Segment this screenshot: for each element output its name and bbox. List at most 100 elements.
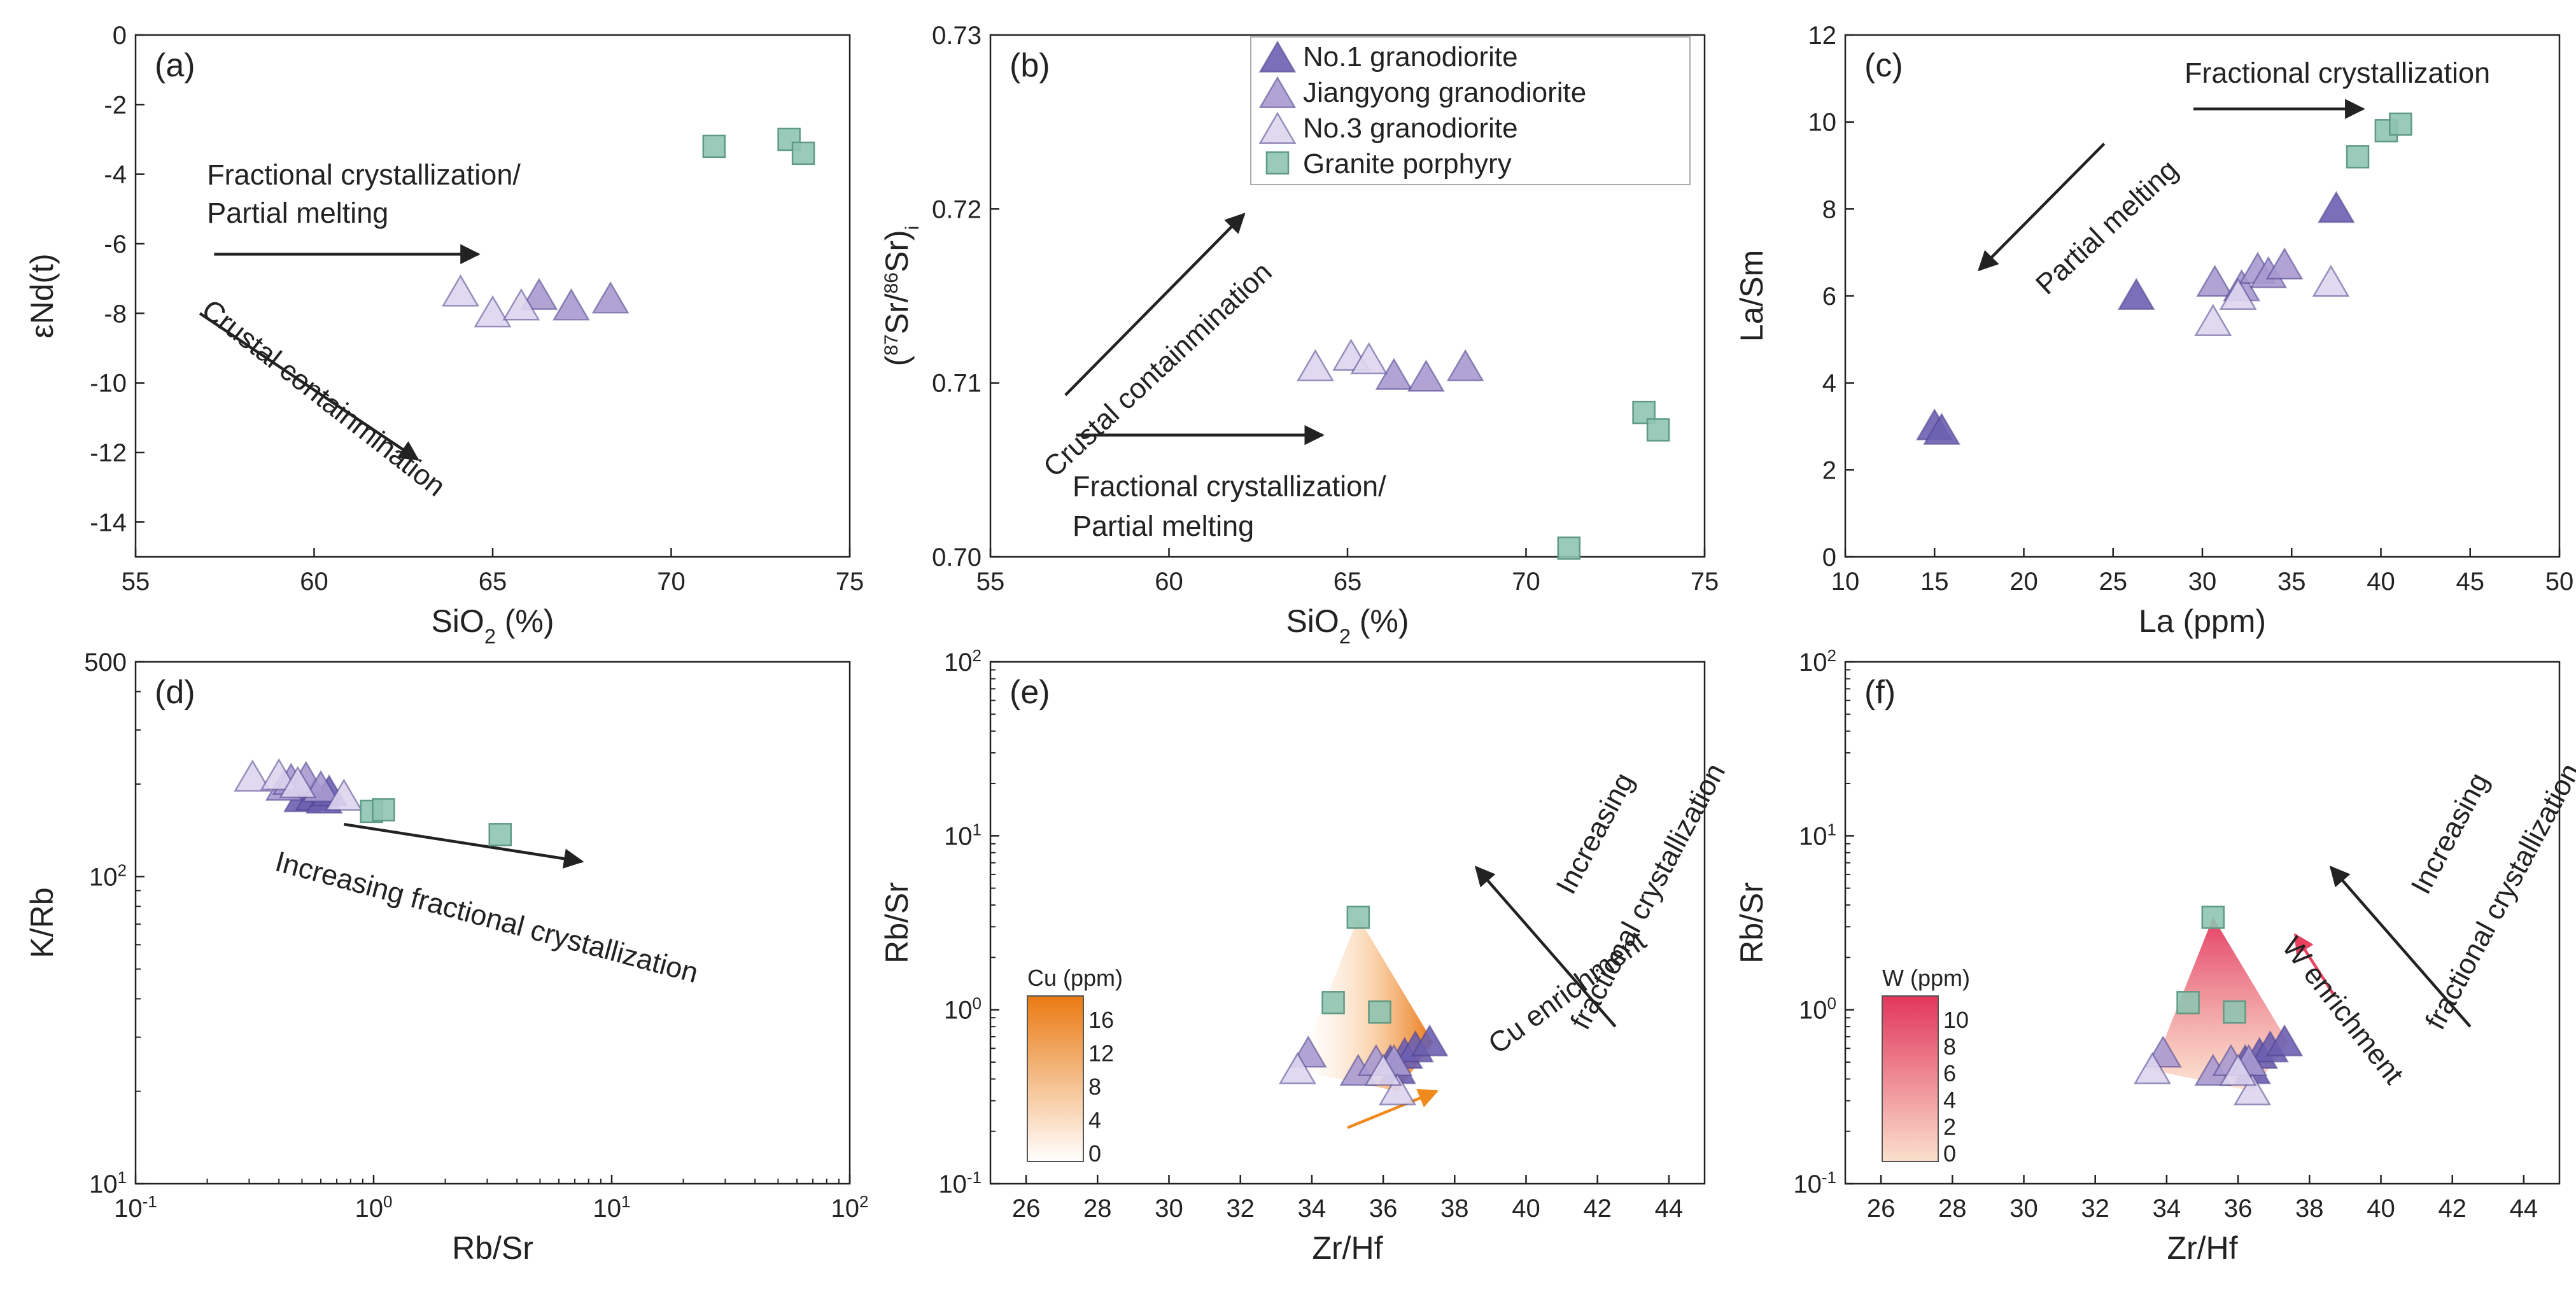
y-tick-label: -10 bbox=[90, 370, 127, 398]
x-tick-label: 40 bbox=[2367, 1195, 2395, 1223]
x-tick-label: 34 bbox=[1298, 1195, 1327, 1223]
annotation-text: Partial melting bbox=[2029, 153, 2184, 301]
y-tick-label: 10-1 bbox=[938, 1168, 982, 1198]
legend-marker-no3 bbox=[1258, 111, 1297, 144]
point-no1 bbox=[2317, 190, 2355, 223]
plot-frame bbox=[1844, 661, 2561, 1185]
y-tick-label: 4 bbox=[1822, 370, 1836, 398]
x-axis-label: Zr/Hf bbox=[2167, 1230, 2237, 1266]
y-tick-label: -6 bbox=[104, 230, 127, 258]
colorbar-tick: 16 bbox=[1088, 1007, 1114, 1033]
y-axis-label: Rb/Sr bbox=[879, 882, 915, 964]
point-no3 bbox=[325, 778, 363, 811]
annotation-text: Fractional crystallization/ bbox=[207, 158, 521, 191]
point-no3 bbox=[2234, 1073, 2272, 1105]
annotation-text: Increasing bbox=[2404, 768, 2495, 899]
colorbar-tick: 6 bbox=[1943, 1060, 1956, 1086]
legend: No.1 granodiorite Jiangyong granodiorite N… bbox=[1250, 36, 1691, 185]
legend-marker-jiangyong bbox=[1258, 76, 1297, 109]
y-tick-label: 0.70 bbox=[932, 543, 982, 571]
chart-panel-d: 10-1 100 101 102 101 102 500 Rb/Sr K/Rb (d) Increa… bbox=[24, 649, 868, 1266]
y-tick-label: -12 bbox=[90, 439, 127, 467]
annotation-text: Partial melting bbox=[1073, 510, 1254, 542]
y-tick-label: 100 bbox=[1799, 994, 1836, 1025]
point-no3 bbox=[474, 295, 512, 328]
annotation-text: Fractional crystallization bbox=[2185, 57, 2490, 89]
point-no3 bbox=[279, 766, 317, 799]
point-porphyry bbox=[488, 823, 512, 846]
colorbar-tick: 4 bbox=[1943, 1087, 1956, 1113]
x-tick-label: 10 bbox=[1831, 568, 1860, 596]
y-tick-label: 100 bbox=[944, 994, 982, 1025]
y-tick-label: 12 bbox=[1808, 22, 1837, 50]
x-tick-label: 40 bbox=[1512, 1195, 1540, 1223]
x-tick-label: 101 bbox=[593, 1192, 631, 1223]
point-no3 bbox=[1350, 342, 1388, 375]
x-tick-label: 25 bbox=[2099, 568, 2128, 596]
colorbar-tick: 0 bbox=[1943, 1140, 1956, 1167]
colorbar-title: Cu (ppm) bbox=[1027, 965, 1123, 991]
panel-label: (b) bbox=[1010, 47, 1050, 84]
colorbar-tick: 0 bbox=[1088, 1140, 1101, 1167]
x-tick-label: 42 bbox=[1583, 1195, 1612, 1223]
trend-arrow bbox=[1978, 143, 2106, 272]
y-tick-label: 0.73 bbox=[932, 22, 982, 50]
x-tick-label: 36 bbox=[1369, 1195, 1398, 1223]
trend-arrow bbox=[1064, 213, 1246, 396]
colorbar-tick: 10 bbox=[1943, 1007, 1969, 1033]
point-porphyry bbox=[2223, 1000, 2246, 1024]
point-jiangyong bbox=[591, 281, 630, 314]
x-tick-label: 26 bbox=[1867, 1195, 1896, 1223]
x-tick-label: 38 bbox=[1440, 1195, 1469, 1223]
point-jiangyong bbox=[520, 277, 558, 311]
point-no3 bbox=[1364, 1053, 1402, 1086]
y-tick-label: 0 bbox=[1822, 543, 1836, 571]
point-no3 bbox=[2219, 1053, 2257, 1086]
x-tick-label: 55 bbox=[976, 568, 1005, 596]
point-no3 bbox=[2194, 304, 2232, 337]
y-tick-label: 8 bbox=[1822, 195, 1836, 223]
y-axis-label: Rb/Sr bbox=[1734, 882, 1770, 964]
annotation-text: Crustal containmination bbox=[1037, 255, 1278, 483]
x-tick-label: 60 bbox=[300, 568, 328, 596]
annotation-text: Partial melting bbox=[207, 197, 388, 229]
point-porphyry bbox=[2389, 112, 2412, 136]
y-axis-label: (87Sr/86Sr)i bbox=[879, 226, 923, 367]
enrichment-arrow bbox=[1347, 1088, 1439, 1130]
point-no3 bbox=[1278, 1051, 1316, 1084]
x-tick-label: 75 bbox=[836, 568, 864, 596]
x-tick-label: 44 bbox=[1655, 1195, 1684, 1223]
trend-arrow bbox=[2329, 866, 2472, 1028]
point-jiangyong bbox=[2265, 247, 2304, 280]
panel-label: (d) bbox=[155, 674, 195, 711]
y-tick-label: -8 bbox=[104, 300, 127, 328]
x-tick-label: 35 bbox=[2277, 568, 2306, 596]
point-jiangyong bbox=[552, 288, 590, 321]
point-no3 bbox=[260, 758, 298, 790]
x-tick-label: 65 bbox=[1334, 568, 1362, 596]
annotation-text: Increasing fractional crystallization bbox=[272, 845, 701, 990]
trend-arrow bbox=[199, 312, 419, 461]
y-tick-label: 2 bbox=[1822, 456, 1836, 484]
colorbar bbox=[1027, 995, 1084, 1162]
point-porphyry bbox=[372, 798, 395, 822]
colorbar-tick: 8 bbox=[1943, 1034, 1956, 1060]
y-tick-label: 101 bbox=[944, 820, 982, 850]
legend-label-no1: No.1 granodiorite bbox=[1303, 41, 1518, 73]
panel-label: (c) bbox=[1864, 47, 1903, 84]
point-porphyry bbox=[1368, 1000, 1391, 1024]
colorbar-tick: 4 bbox=[1088, 1107, 1101, 1133]
x-tick-label: 20 bbox=[2009, 568, 2038, 596]
plot-frame bbox=[989, 661, 1706, 1185]
y-axis-label: K/Rb bbox=[24, 887, 60, 958]
legend-label-no3: No.3 granodiorite bbox=[1303, 113, 1518, 144]
legend-box bbox=[1250, 36, 1691, 185]
x-tick-label: 50 bbox=[2545, 568, 2574, 596]
x-tick-label: 75 bbox=[1691, 568, 1719, 596]
x-tick-label: 38 bbox=[2295, 1195, 2324, 1223]
point-no1 bbox=[1922, 412, 1960, 445]
y-tick-label: 500 bbox=[84, 649, 127, 677]
y-tick-label: 101 bbox=[89, 1168, 127, 1198]
y-tick-label: -4 bbox=[104, 161, 127, 189]
